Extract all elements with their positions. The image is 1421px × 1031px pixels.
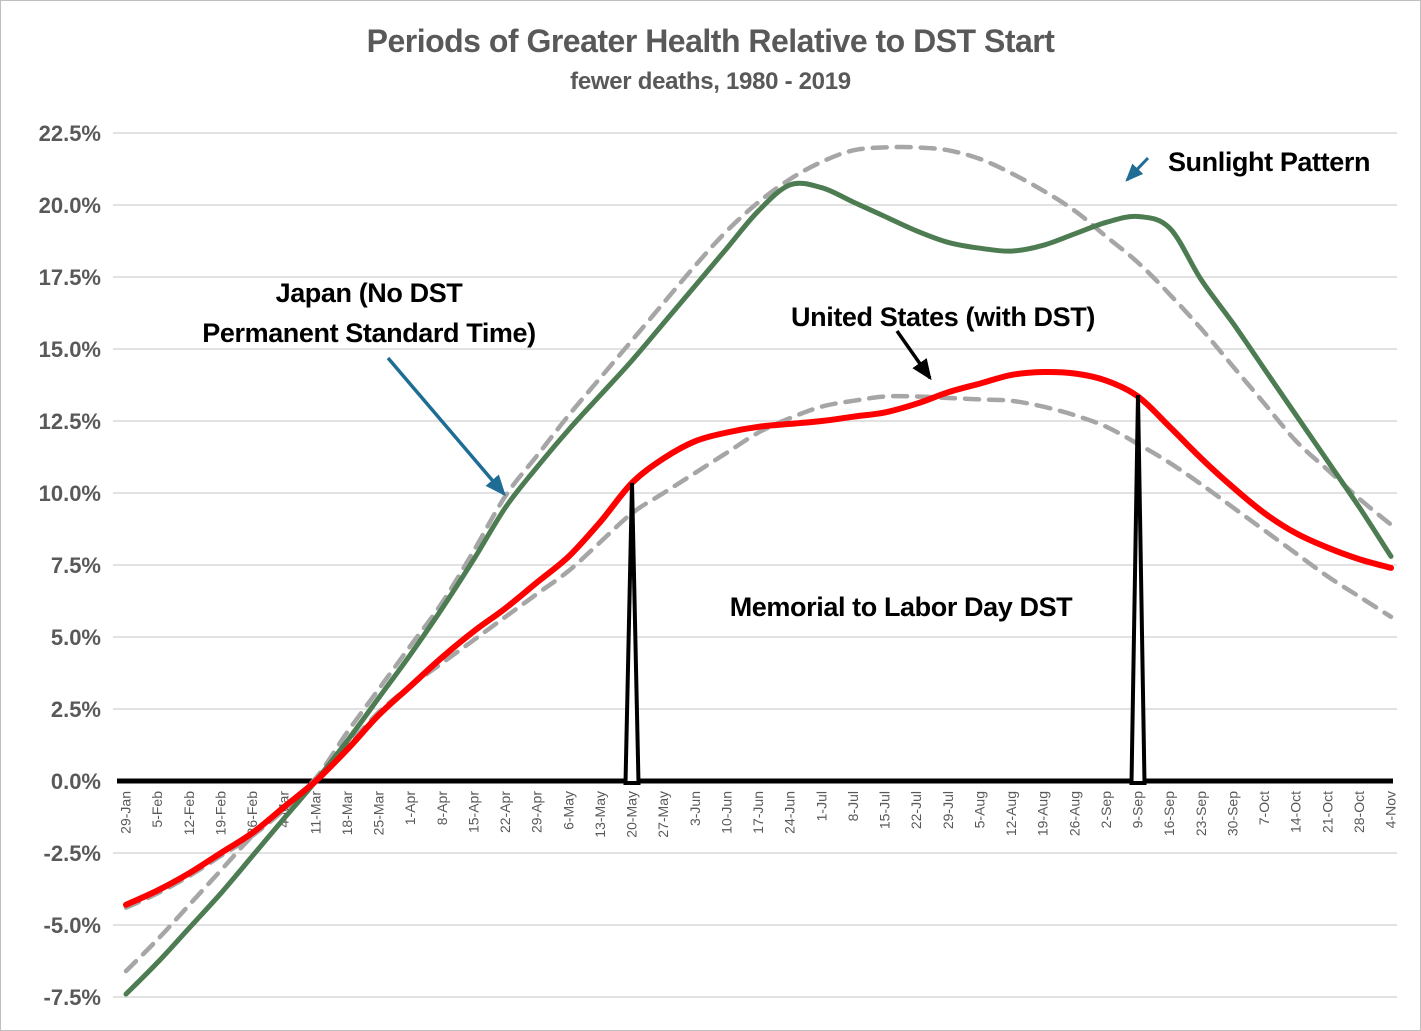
y-axis-tick-label: -2.5% (44, 841, 101, 866)
y-axis-tick-label: 10.0% (39, 481, 101, 506)
series-united-states-with-dst-line (123, 368, 1394, 908)
x-axis-tick-label: 18-Mar (339, 791, 355, 836)
chart-title: Periods of Greater Health Relative to DS… (366, 23, 1055, 59)
y-axis-tick-label: -5.0% (44, 913, 101, 938)
x-axis-tick-label: 5-Aug (971, 791, 987, 828)
annotation-japan-line2: Permanent Standard Time) (202, 318, 536, 348)
x-axis-tick-label: 19-Aug (1035, 791, 1051, 836)
y-axis-tick-label: 2.5% (51, 697, 101, 722)
series-japan-no-dst-permanent-standard-time-line (123, 180, 1394, 997)
annotation-japan-line1: Japan (No DST (275, 278, 463, 308)
x-axis-tick-label: 19-Feb (212, 791, 228, 836)
x-axis-tick-label: 25-Mar (371, 791, 387, 836)
x-axis-tick-label: 22-Apr (497, 791, 513, 833)
y-axis-tick-label: 20.0% (39, 193, 101, 218)
sunlight-annotation-arrow (1125, 156, 1150, 182)
y-axis-tick-label: 5.0% (51, 625, 101, 650)
x-axis-tick-label: 13-May (592, 791, 608, 838)
x-axis-tick-label: 15-Jul (877, 791, 893, 829)
x-axis-tick-label: 2-Sep (1098, 791, 1114, 829)
x-axis-tick-label: 24-Jun (782, 791, 798, 834)
y-axis-tick-label: 12.5% (39, 409, 101, 434)
x-axis-tick-label: 5-Feb (149, 791, 165, 828)
x-axis-tick-label: 27-May (655, 791, 671, 838)
annotation-memorial-label: Memorial to Labor Day DST (729, 592, 1073, 622)
japan-annotation-arrow (386, 356, 506, 497)
annotation-sunlight-label: Sunlight Pattern (1167, 147, 1371, 177)
y-axis-tick-label: 22.5% (39, 121, 101, 146)
x-axis-tick-label: 12-Feb (181, 791, 197, 836)
x-axis-tick-label: 7-Oct (1256, 791, 1272, 825)
x-axis-tick-label: 9-Sep (1130, 791, 1146, 829)
x-axis-tick-label: 29-Apr (529, 791, 545, 833)
x-axis-tick-label: 29-Jul (940, 791, 956, 829)
us-annotation-arrow (895, 329, 932, 381)
x-axis-tick-label: 29-Jan (118, 791, 134, 834)
x-axis-tick-label: 22-Jul (908, 791, 924, 829)
x-axis-tick-label: 8-Apr (434, 791, 450, 826)
annotation-japan-label: Japan (No DST Permanent Standard Time) (169, 273, 569, 353)
y-axis-tick-label: 0.0% (51, 769, 101, 794)
x-axis-tick-label: 4-Nov (1383, 791, 1399, 828)
x-axis-tick-label: 14-Oct (1288, 791, 1304, 833)
x-axis-tick-label: 30-Sep (1224, 791, 1240, 836)
x-axis-tick-label: 10-Jun (718, 791, 734, 834)
x-axis-tick-label: 8-Jul (845, 791, 861, 821)
dst-spike-9-sep (1129, 395, 1147, 785)
y-axis-tick-label: 17.5% (39, 265, 101, 290)
y-axis-tick-label: 15.0% (39, 337, 101, 362)
x-axis-tick-label: 16-Sep (1161, 791, 1177, 836)
x-axis-tick-label: 20-May (624, 791, 640, 838)
x-axis-tick-label: 15-Apr (465, 791, 481, 833)
x-axis-tick-label: 23-Sep (1193, 791, 1209, 836)
x-axis-tick-label: 12-Aug (1003, 791, 1019, 836)
x-axis-tick-label: 6-May (560, 791, 576, 830)
y-axis-tick-label: -7.5% (44, 985, 101, 1010)
x-axis-tick-label: 26-Feb (244, 791, 260, 836)
chart-subtitle: fewer deaths, 1980 - 2019 (570, 68, 851, 95)
x-axis-tick-label: 11-Mar (307, 791, 323, 835)
series-sunlight-pattern-japan-scale-line (123, 144, 1394, 974)
x-axis-tick-label: 21-Oct (1319, 791, 1335, 833)
x-axis-tick-label: 1-Apr (402, 791, 418, 826)
y-axis-tick-label: 7.5% (51, 553, 101, 578)
dst-spike-20-may (623, 482, 641, 785)
annotation-us-label: United States (with DST) (791, 302, 1095, 332)
x-axis-tick-label: 26-Aug (1066, 791, 1082, 836)
x-axis-tick-label: 17-Jun (750, 791, 766, 834)
x-axis-tick-label: 3-Jun (687, 791, 703, 826)
x-axis-tick-label: 28-Oct (1351, 791, 1367, 833)
x-axis-tick-label: 1-Jul (813, 791, 829, 821)
